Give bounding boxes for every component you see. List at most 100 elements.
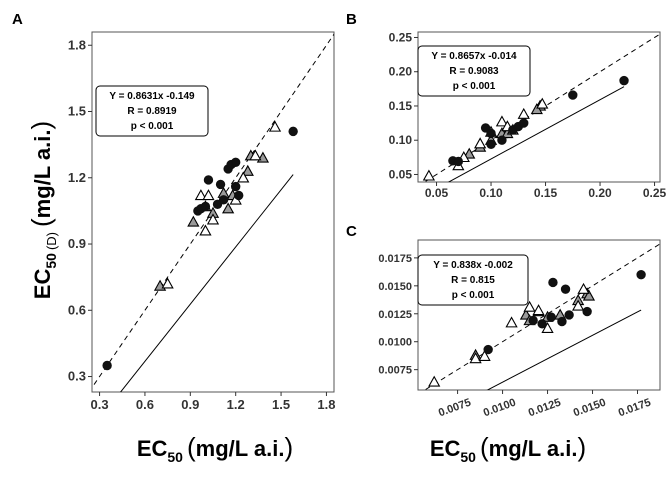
panel-b-x-tick-label: 0.05 (425, 186, 449, 200)
panel-b-point-circle (568, 90, 578, 100)
panel-a-point-triangle (221, 202, 235, 214)
panel-c-point-triangle (571, 299, 585, 311)
panel-c-equation: Y = 0.838x -0.002 (433, 260, 513, 271)
panel-c-point-triangle (505, 316, 518, 328)
panel-b-x-tick-label: 0.25 (643, 186, 667, 200)
panel-b-point-circle (619, 75, 629, 86)
panel-b-point-circle (480, 123, 491, 133)
panel-c-y-tick-label: 0.0175 (378, 253, 412, 265)
panel-c-point-triangle (428, 375, 441, 387)
panel-c-point-circle (483, 344, 493, 355)
panel-c-y-tick-label: 0.0100 (378, 337, 412, 349)
panel-c-point-circle (548, 277, 558, 288)
panel-c-point-triangle (582, 289, 596, 301)
panel-a-point-circle (200, 201, 211, 212)
panel-b-x-tick-label: 0.15 (534, 186, 558, 200)
panel-c-point-triangle (469, 352, 482, 364)
panel-a-point-triangle (237, 171, 250, 183)
panel-a-stats-box: Y = 0.8631x -0.149 R = 0.8919 p < 0.001 (95, 85, 209, 137)
panel-c-stats-box: Y = 0.838x -0.002 R = 0.815 p < 0.001 (417, 254, 529, 306)
panel-a-label: A (12, 11, 23, 28)
panel-b-point-triangle (495, 115, 509, 127)
panel-c-point-circle (537, 319, 547, 329)
panel-a-point-triangle (206, 213, 220, 225)
panel-a-point-triangle (187, 215, 200, 227)
panel-a-point-circle (215, 179, 226, 190)
panel-c-x-axis-title: EC50 (mg/L a.i.) (430, 432, 586, 465)
panel-a-x-tick-label: 0.3 (91, 397, 109, 412)
panel-b-y-tick-label: 0.25 (389, 30, 413, 44)
panel-b-r-value: R = 0.9083 (449, 66, 499, 77)
panel-a-y-axis-title: EC50(D)(mg/L a.i.) (26, 121, 59, 299)
panel-b-stats-box: Y = 0.8657x -0.014 R = 0.9083 p < 0.001 (417, 45, 531, 97)
panel-a-fit-line (119, 174, 294, 392)
panel-c-label: C (346, 223, 357, 240)
panel-b-point-circle (519, 118, 529, 128)
panel-c-r-value: R = 0.815 (451, 275, 495, 286)
panel-a-point-triangle (194, 189, 208, 201)
panel-c-point-circle (564, 310, 574, 320)
panel-c-point-circle (582, 306, 592, 317)
panel-c-point-circle (560, 284, 571, 294)
panel-c-point-triangle (478, 349, 491, 361)
panel-c-identity-line (423, 243, 660, 390)
panel-a-y-tick-label: 1.2 (68, 170, 86, 185)
panel-a-y-tick-label: 0.9 (68, 236, 86, 251)
panel-b-point-triangle (530, 103, 543, 115)
panel-a-x-tick-label: 0.6 (136, 397, 154, 412)
panel-a-point-triangle (241, 164, 254, 176)
panel-b-y-tick-label: 0.05 (389, 167, 413, 181)
panel-a-point-triangle (199, 224, 212, 236)
panel-c-point-triangle (523, 300, 536, 312)
panel-c-y-tick-label: 0.0075 (378, 365, 412, 377)
panel-b-equation: Y = 0.8657x -0.014 (431, 51, 517, 62)
panel-a-point-triangle (249, 149, 262, 161)
panel-a-r-value: R = 0.8919 (127, 106, 177, 117)
panel-b-x-tick-label: 0.10 (479, 186, 503, 200)
panel-b-point-triangle (474, 137, 487, 149)
panel-a-p-value: p < 0.001 (131, 121, 174, 132)
panel-b-y-tick-label: 0.20 (389, 65, 413, 79)
panel-c-point-circle (557, 316, 567, 327)
panel-a-point-circle (102, 360, 112, 371)
panel-c-point-triangle (532, 304, 545, 316)
panel-a-point-circle (230, 157, 241, 168)
panel-a-point-circle (230, 181, 241, 192)
panel-c-point-circle (636, 269, 646, 280)
panel-a-x-tick-label: 1.2 (227, 397, 245, 412)
panel-a-y-tick-label: 0.3 (68, 369, 86, 384)
panel-a-point-circle (234, 190, 244, 201)
panel-b-point-triangle (463, 147, 476, 159)
panel-b-y-tick-label: 0.10 (389, 133, 413, 147)
panel-a-point-circle (218, 195, 229, 205)
panel-a-x-axis-title: EC50 (mg/L a.i.) (137, 432, 293, 465)
panel-b-fit-line (447, 86, 625, 182)
panel-c-y-tick-label: 0.0125 (378, 309, 412, 321)
panel-b-y-tick-label: 0.15 (389, 99, 413, 113)
panel-b-point-circle (486, 128, 496, 139)
panel-a-point-triangle (161, 277, 174, 289)
panel-a-x-tick-label: 1.8 (317, 397, 335, 412)
panel-b-point-circle (453, 156, 464, 167)
panel-b: B 0.05 0.10 0.15 0.20 0.25 0.05 0.10 0.15 0.20 0.… (346, 11, 667, 200)
panel-b-point-triangle (536, 97, 549, 109)
panel-a-y-tick-label: 1.8 (68, 37, 86, 52)
panel-b-point-triangle (422, 169, 436, 181)
panel-c-point-circle (528, 315, 538, 326)
panel-c-point-triangle (577, 282, 590, 294)
panel-a-point-triangle (268, 120, 282, 132)
panel-b-point-circle (486, 139, 496, 150)
panel-a-y-tick-label: 0.6 (68, 302, 86, 317)
panel-c-p-value: p < 0.001 (452, 290, 495, 301)
panel-a-x-tick-label: 0.9 (181, 397, 199, 412)
panel-b-p-value: p < 0.001 (453, 81, 496, 92)
panel-c-point-circle (546, 312, 556, 322)
panel-c-point-triangle (541, 321, 554, 334)
panel-b-x-tick-label: 0.20 (588, 186, 612, 200)
panel-a-x-tick-label: 1.5 (272, 397, 290, 412)
panel-a-point-circle (288, 126, 298, 137)
panel-c-fit-line (486, 309, 642, 390)
panel-a-equation: Y = 0.8631x -0.149 (109, 91, 195, 102)
panel-a-point-circle (203, 175, 214, 185)
